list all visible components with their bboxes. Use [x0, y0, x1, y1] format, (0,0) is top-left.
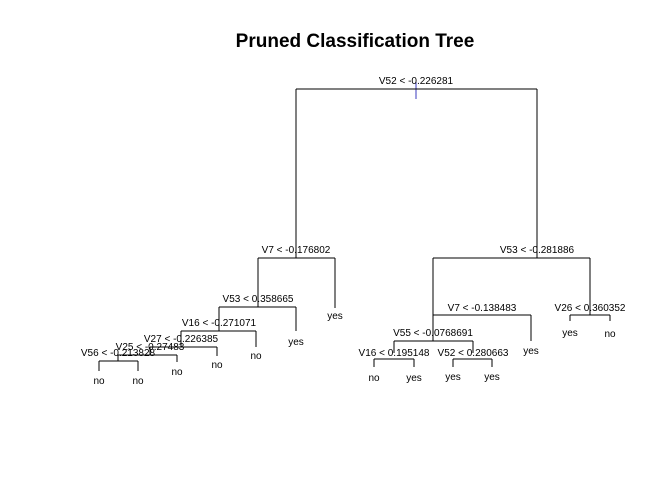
leaf-no: no [604, 329, 616, 340]
leaf-no: no [132, 376, 144, 387]
leaf-no: no [93, 376, 105, 387]
leaf-yes: yes [327, 311, 343, 322]
split-label: V16 < -0.271071 [182, 318, 257, 329]
leaf-yes: yes [406, 373, 422, 384]
leaf-yes: yes [288, 337, 304, 348]
plot-title: Pruned Classification Tree [236, 31, 475, 52]
leaf-no: no [368, 373, 380, 384]
leaf-yes: yes [445, 372, 461, 383]
split-label: V27 < -0.226385 [144, 334, 219, 345]
split-label: V16 < 0.195148 [359, 348, 430, 359]
split-label: V53 < -0.281886 [500, 245, 575, 256]
leaf-yes: yes [523, 346, 539, 357]
split-label: V52 < -0.226281 [379, 76, 454, 87]
leaf-no: no [250, 351, 262, 362]
split-label: V55 < -0.0768691 [393, 328, 473, 339]
tree-labels: V52 < -0.226281 V7 < -0.176802 V53 < 0.358… [81, 76, 626, 387]
tree-edges [98, 82, 611, 371]
split-label: V7 < -0.138483 [448, 303, 517, 314]
leaf-yes: yes [484, 372, 500, 383]
leaf-yes: yes [562, 328, 578, 339]
split-label: V25 < -0.27483 [116, 342, 185, 353]
leaf-no: no [171, 367, 183, 378]
split-label: V7 < -0.176802 [262, 245, 331, 256]
leaf-no: no [211, 360, 223, 371]
split-label: V52 < 0.280663 [438, 348, 509, 359]
split-label: V53 < 0.358665 [223, 294, 294, 305]
split-label: V26 < 0.360352 [555, 303, 626, 314]
split-label: V56 < -0.213828 [81, 348, 156, 359]
